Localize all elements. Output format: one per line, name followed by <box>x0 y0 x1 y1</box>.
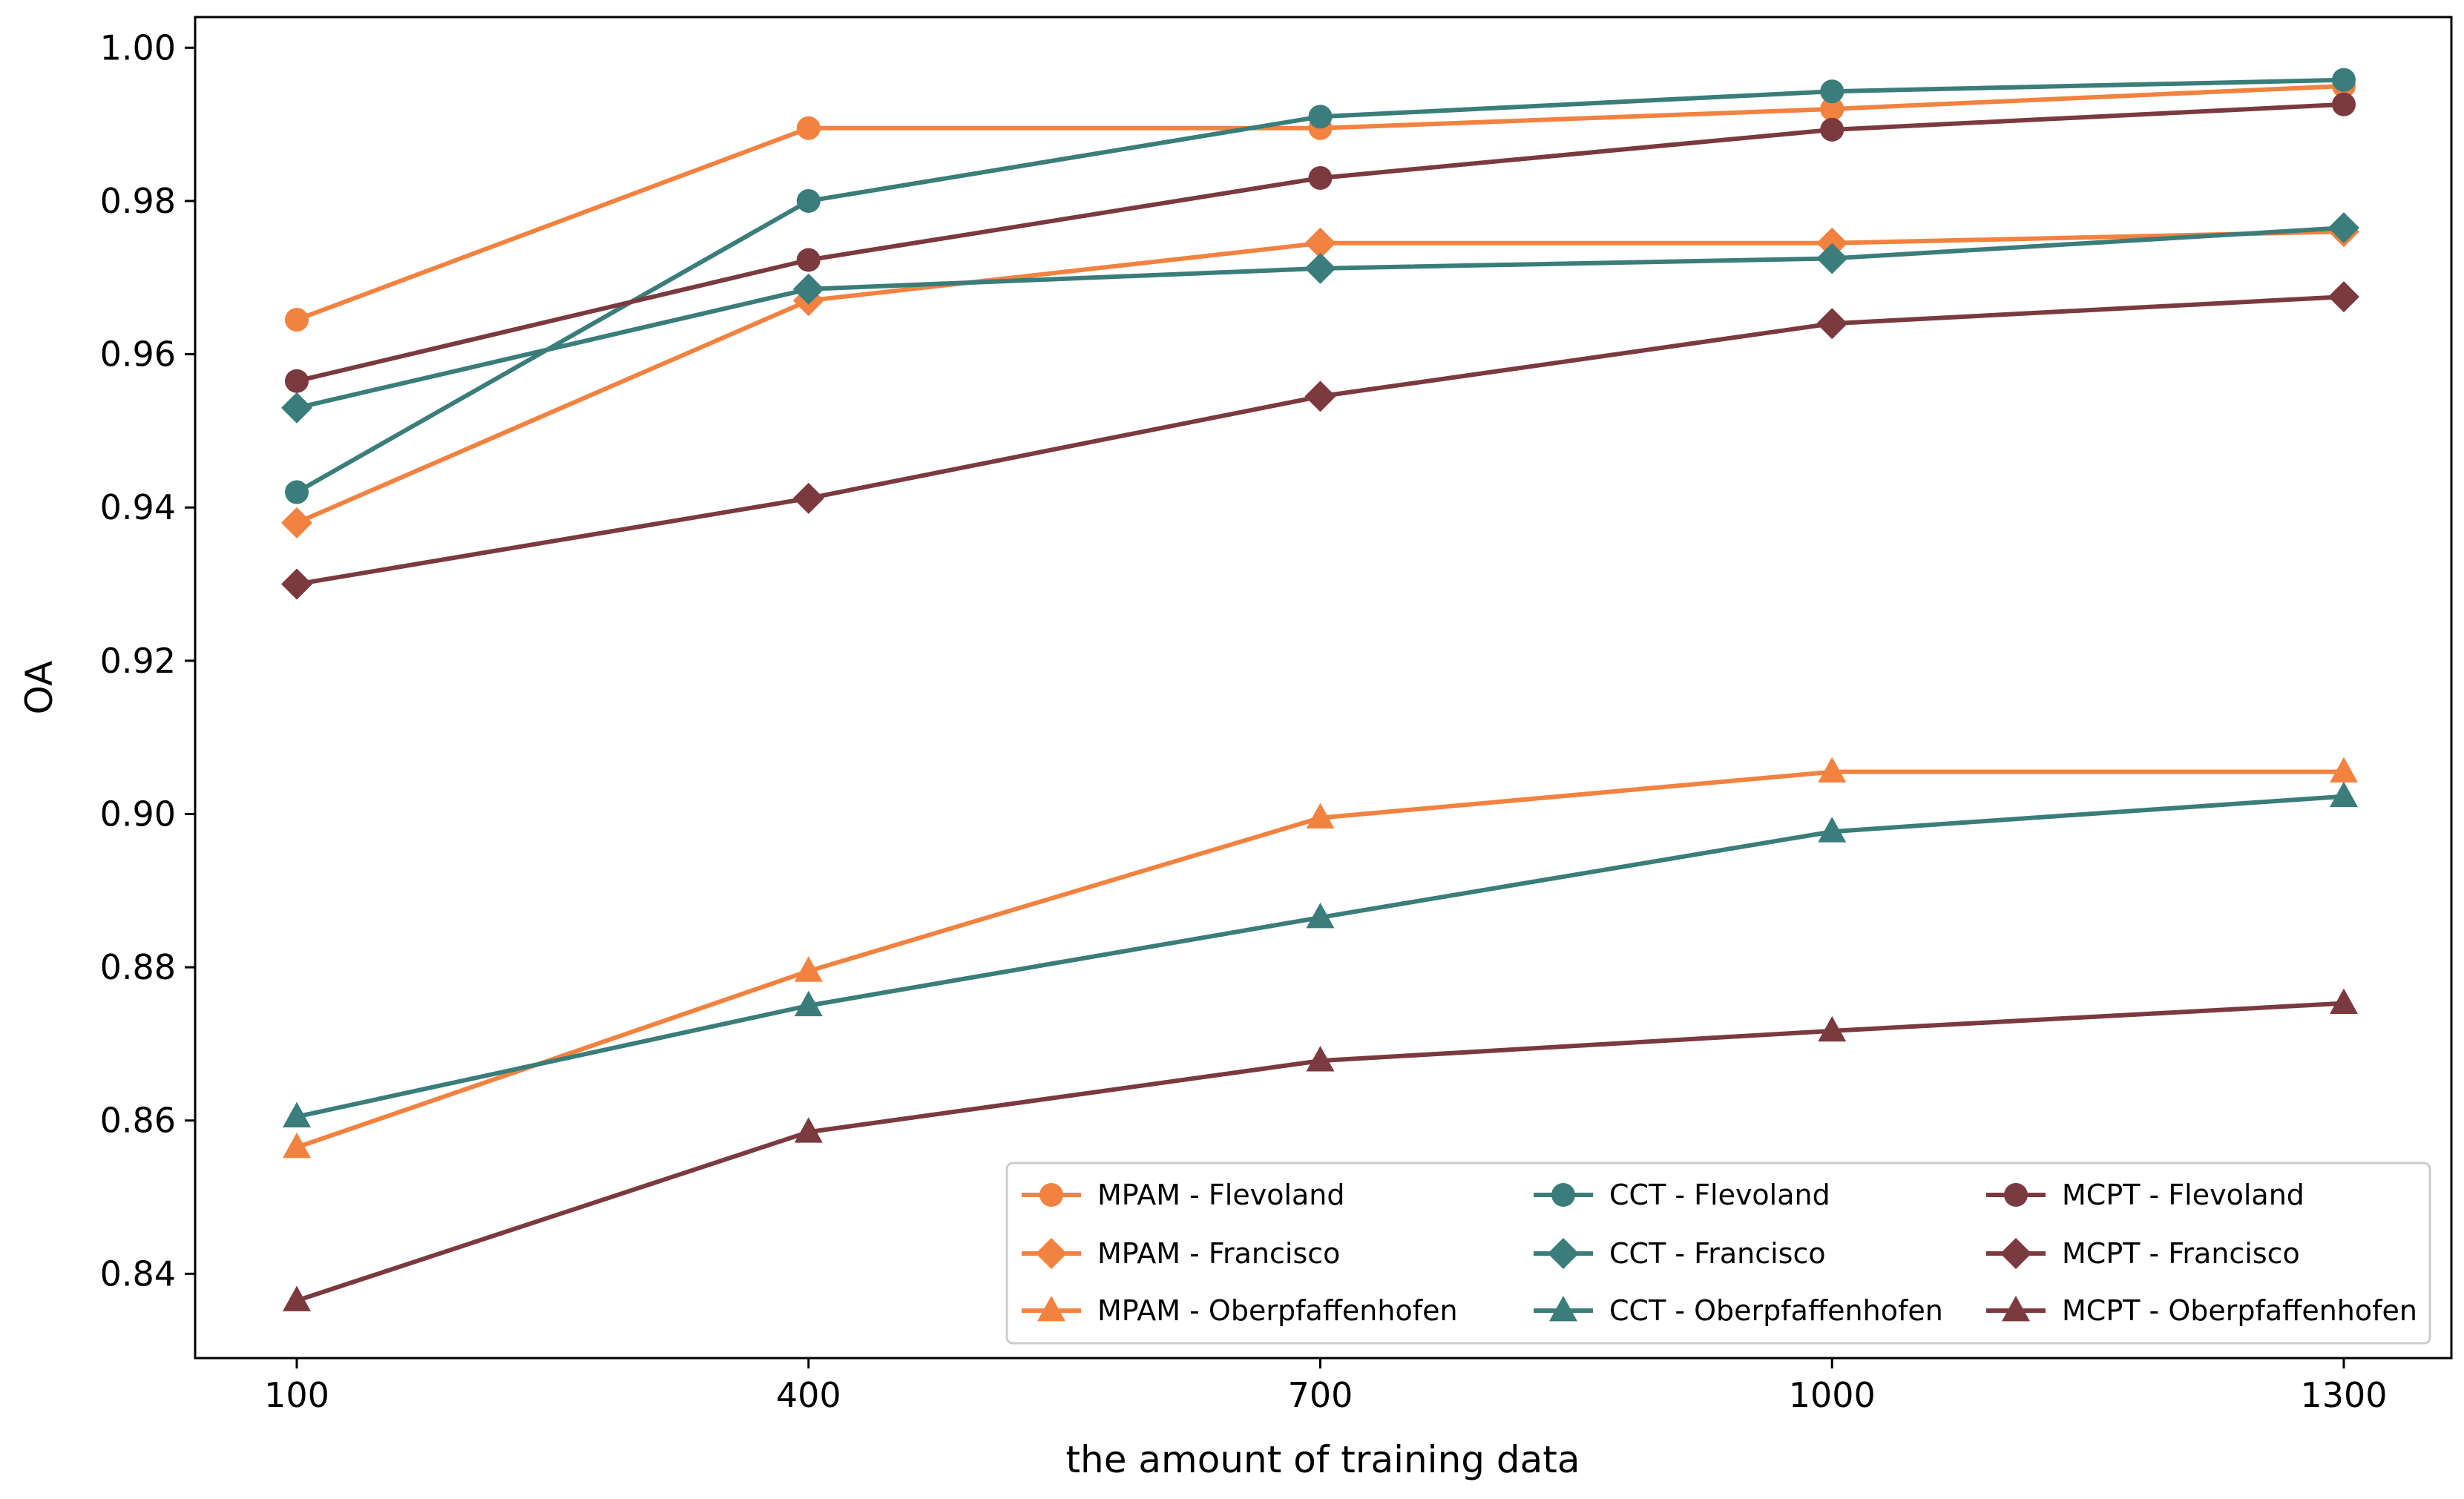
circle-marker <box>1820 117 1844 142</box>
legend-frame <box>1005 1162 2431 1345</box>
circle-marker <box>796 188 821 213</box>
legend-entry: CCT - Oberpfaffenhofen <box>1534 1294 1943 1327</box>
series-cct-oberpfaffenhofen <box>283 781 2358 1127</box>
legend-entry: MCPT - Flevoland <box>1986 1179 2304 1211</box>
y-tick-label: 0.96 <box>100 335 176 375</box>
legend-label: MCPT - Oberpfaffenhofen <box>2062 1294 2417 1327</box>
x-tick-label: 1300 <box>2300 1375 2387 1415</box>
series-mcpt-oberpfaffenhofen <box>283 988 2358 1311</box>
diamond-marker <box>281 392 312 424</box>
diamond-marker <box>1816 243 1848 274</box>
diamond-marker <box>1816 308 1848 340</box>
legend-entry: CCT - Francisco <box>1534 1237 1826 1270</box>
legend-entry: CCT - Flevoland <box>1534 1179 1830 1211</box>
triangle-marker <box>283 1101 311 1127</box>
legend-label: MPAM - Flevoland <box>1097 1179 1345 1211</box>
y-tick-label: 0.98 <box>100 181 176 221</box>
circle-marker <box>796 116 821 140</box>
y-tick-label: 0.94 <box>100 487 176 527</box>
legend-label: MPAM - Francisco <box>1097 1237 1340 1270</box>
circle-marker <box>796 248 821 272</box>
legend-diamond-marker <box>2000 1238 2031 1269</box>
legend-entry: MPAM - Francisco <box>1022 1237 1340 1270</box>
diamond-marker <box>281 507 312 538</box>
legend-circle-marker <box>2004 1183 2028 1207</box>
circle-marker <box>285 480 309 504</box>
circle-marker <box>1308 165 1333 190</box>
legend: MPAM - Flevoland MPAM - Francisco MPAM - O… <box>1005 1162 2431 1345</box>
triangle-marker <box>283 1132 311 1159</box>
triangle-marker <box>1818 817 1847 843</box>
diamond-marker <box>2328 212 2359 244</box>
legend-label: CCT - Oberpfaffenhofen <box>1609 1294 1943 1327</box>
triangle-marker <box>1306 902 1335 929</box>
legend-diamond-marker <box>1036 1238 1067 1269</box>
series-cct-flevoland <box>285 67 2356 504</box>
legend-triangle-marker <box>2002 1296 2030 1322</box>
legend-circle-marker <box>1551 1183 1575 1207</box>
legend-diamond-marker <box>1548 1238 1579 1269</box>
triangle-marker <box>2330 757 2358 783</box>
series-mcpt-francisco <box>281 281 2359 600</box>
legend-entry: MCPT - Oberpfaffenhofen <box>1986 1294 2417 1327</box>
x-axis-label: the amount of training data <box>1065 1438 1580 1481</box>
x-tick-label: 700 <box>1288 1375 1353 1415</box>
legend-label: CCT - Flevoland <box>1609 1179 1830 1211</box>
diamond-marker <box>1304 252 1336 284</box>
circle-marker <box>1820 96 1844 121</box>
x-tick-label: 400 <box>776 1375 841 1415</box>
diamond-marker <box>792 273 824 305</box>
legend-label: MPAM - Oberpfaffenhofen <box>1097 1294 1458 1327</box>
legend-entry: MCPT - Francisco <box>1986 1237 2300 1270</box>
triangle-marker <box>2330 988 2358 1015</box>
legend-label: MCPT - Flevoland <box>2062 1179 2304 1211</box>
circle-marker <box>2332 67 2356 92</box>
triangle-marker <box>794 1117 823 1143</box>
legend-triangle-marker <box>1549 1296 1577 1322</box>
plot-frame <box>194 16 2453 1360</box>
y-tick-label: 0.84 <box>100 1253 176 1294</box>
legend-label: CCT - Francisco <box>1609 1237 1826 1270</box>
triangle-marker <box>1306 1046 1335 1072</box>
y-tick-label: 0.90 <box>100 794 176 834</box>
triangle-marker <box>283 1285 311 1311</box>
circle-marker <box>285 369 309 393</box>
x-tick-label: 100 <box>264 1375 329 1415</box>
series-cct-francisco <box>281 212 2359 424</box>
y-tick-label: 0.88 <box>100 947 176 987</box>
series-mpam-oberpfaffenhofen <box>283 757 2358 1159</box>
diamond-marker <box>1304 380 1336 412</box>
triangle-marker <box>794 956 823 982</box>
legend-label: MCPT - Francisco <box>2062 1237 2300 1270</box>
triangle-marker <box>1818 757 1847 783</box>
series-mcpt-flevoland <box>285 92 2356 393</box>
diamond-marker <box>1304 227 1336 259</box>
triangle-marker <box>1818 1015 1847 1042</box>
y-tick-label: 0.86 <box>100 1101 176 1141</box>
circle-marker <box>285 308 309 332</box>
y-tick-label: 1.00 <box>100 27 176 67</box>
legend-triangle-marker <box>1037 1296 1065 1322</box>
legend-entry: MPAM - Oberpfaffenhofen <box>1022 1294 1458 1327</box>
legend-circle-marker <box>1039 1183 1063 1207</box>
circle-marker <box>1308 105 1333 129</box>
triangle-marker <box>1306 803 1335 829</box>
diamond-marker <box>2328 281 2359 313</box>
legend-entry: MPAM - Flevoland <box>1022 1179 1345 1211</box>
y-axis-label: OA <box>18 661 61 715</box>
triangle-marker <box>2330 781 2358 808</box>
circle-marker <box>2332 92 2356 116</box>
y-tick-label: 0.92 <box>100 641 176 681</box>
diamond-marker <box>281 568 312 600</box>
triangle-marker <box>794 990 823 1017</box>
series-layer <box>281 67 2359 1311</box>
diamond-marker <box>792 482 824 514</box>
x-axis: 100 400 700 1000 1300 <box>264 1358 2388 1415</box>
circle-marker <box>1820 79 1844 104</box>
y-axis: 0.84 0.86 0.88 0.90 0.92 0.94 0.96 0.98 1.00 <box>100 27 195 1294</box>
x-tick-label: 1000 <box>1789 1375 1876 1415</box>
